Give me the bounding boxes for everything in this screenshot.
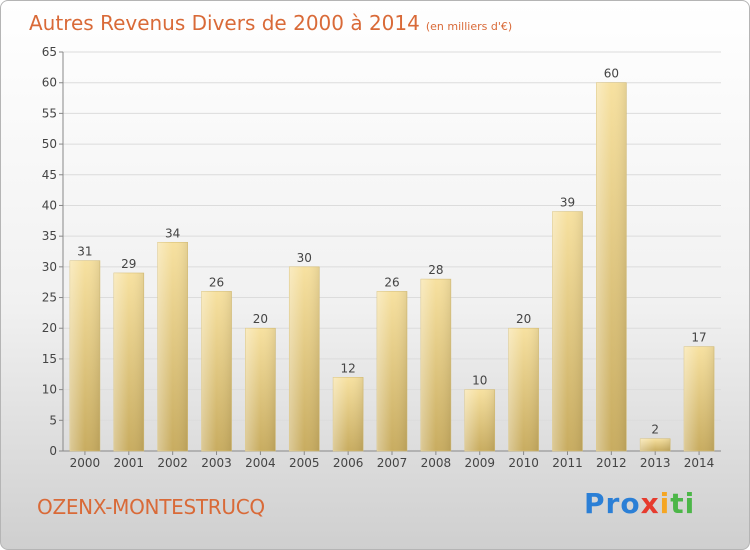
value-label: 26 [384,275,399,289]
x-tick-label: 2014 [684,456,715,470]
bar-shade-2006 [333,377,364,451]
x-tick-label: 2013 [640,456,671,470]
y-tick-label: 20 [42,321,57,335]
y-tick-label: 40 [42,198,57,212]
bar-shade-2003 [201,291,232,451]
y-tick-label: 45 [42,168,57,182]
value-label: 20 [253,312,268,326]
y-tick-label: 50 [42,137,57,151]
bar-shade-2007 [377,291,407,451]
value-label: 29 [121,257,136,271]
x-tick-label: 2006 [333,456,364,470]
x-tick-label: 2003 [201,456,232,470]
value-label: 31 [77,245,92,259]
bar-shade-2005 [289,266,320,451]
value-label: 2 [651,423,659,437]
bar-shade-2002 [157,242,188,451]
bar-shade-2000 [69,260,100,451]
chart-unit: (en milliers d'€) [425,20,513,33]
x-tick-label: 2010 [508,456,539,470]
labels: 0 5 10 15 20 25 30 35 40 45 50 55 60 65 31 2000 29 2001 34… [42,45,715,470]
chart-title-text: Autres Revenus Divers de 2000 à 2014 [29,11,420,35]
value-label: 28 [428,263,443,277]
x-tick-label: 2008 [421,456,452,470]
y-tick-label: 55 [42,106,57,120]
bar-shade-2004 [245,328,276,451]
value-label: 17 [691,331,706,345]
y-tick-label: 0 [49,444,57,458]
bar-shade-2008 [420,279,451,451]
value-label: 10 [472,374,487,388]
bar-shade-2001 [113,272,144,451]
bar-shade-2011 [552,211,583,451]
x-tick-label: 2007 [377,456,408,470]
value-label: 26 [209,275,224,289]
y-tick-label: 25 [42,291,57,305]
proxiti-logo: Proxiti [584,487,696,520]
place-name: OZENX-MONTESTRUCQ [37,495,265,519]
bars [69,82,715,452]
y-tick-label: 5 [49,413,57,427]
value-label: 60 [604,67,619,81]
x-tick-label: 2002 [157,456,188,470]
y-tick-label: 60 [42,76,57,90]
y-tick-label: 30 [42,260,57,274]
bar-shade-2013 [640,438,671,451]
value-label: 30 [297,251,312,265]
y-tick-label: 35 [42,229,57,243]
x-tick-label: 2012 [596,456,627,470]
bar-shade-2014 [684,346,715,451]
x-tick-label: 2004 [245,456,276,470]
bar-shade-2010 [508,328,539,451]
x-tick-label: 2011 [552,456,583,470]
chart-title: Autres Revenus Divers de 2000 à 2014 (en … [29,11,512,35]
bar-shade-2009 [464,389,495,451]
x-tick-label: 2001 [114,456,145,470]
x-tick-label: 2009 [464,456,495,470]
value-label: 34 [165,226,180,240]
y-tick-label: 10 [42,383,57,397]
value-label: 20 [516,312,531,326]
x-tick-label: 2000 [70,456,101,470]
bar-shade-2012 [596,82,627,451]
x-tick-label: 2005 [289,456,320,470]
y-tick-label: 65 [42,45,57,59]
y-tick-label: 15 [42,352,57,366]
value-label: 12 [340,361,355,375]
value-label: 39 [560,196,575,210]
